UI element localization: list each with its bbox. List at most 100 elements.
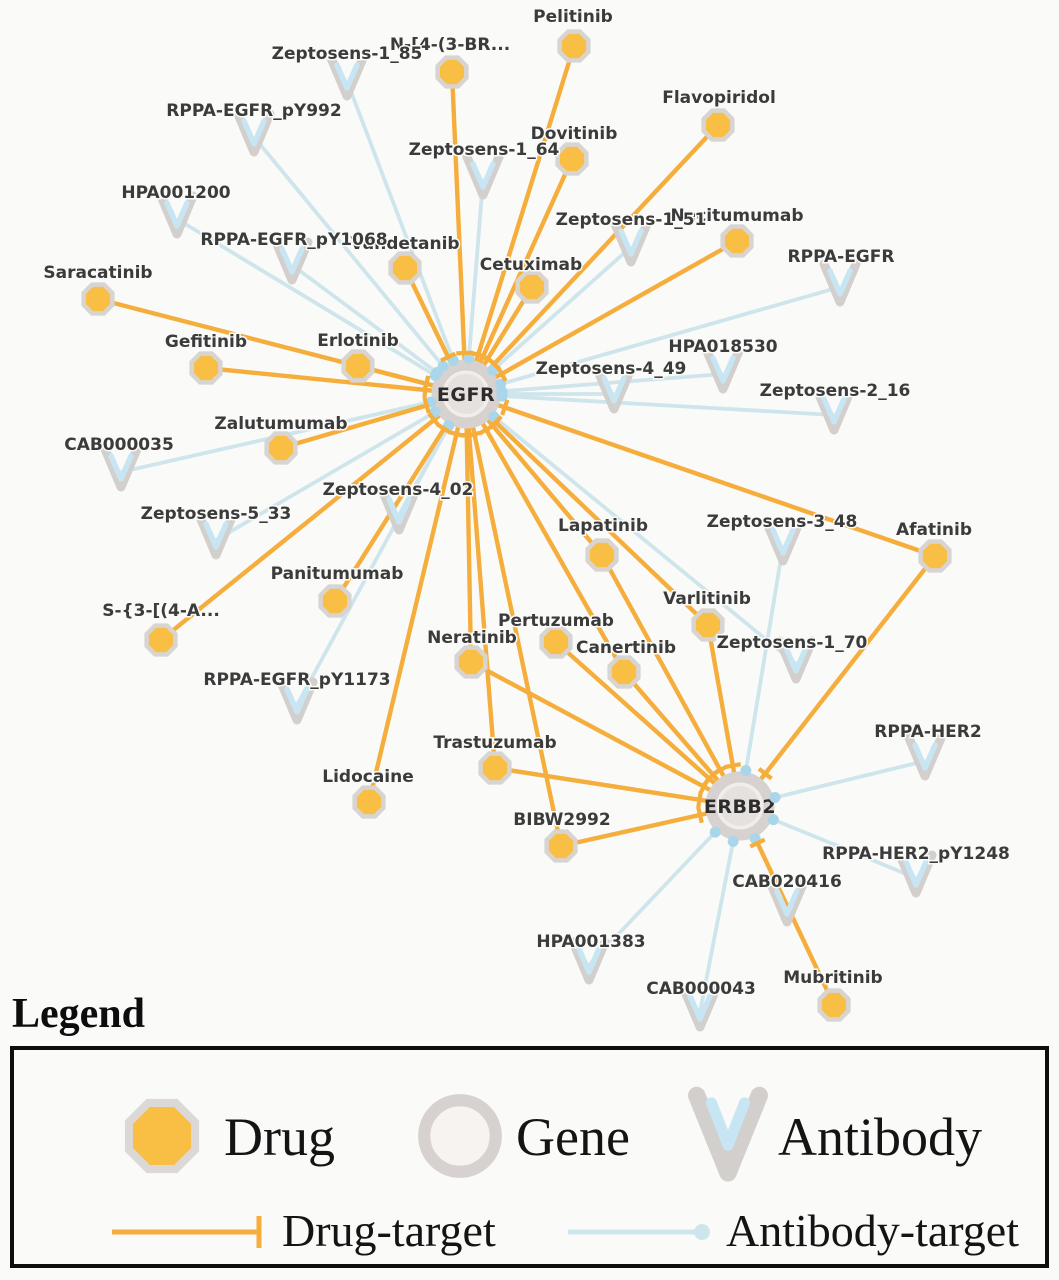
antibody-node[interactable] [702,346,744,394]
antibody-node-icon [687,1086,769,1182]
drug-target-endpoint [696,806,704,824]
gene-core [446,374,486,414]
drug-target-edge [449,71,469,395]
antibody-node[interactable] [462,152,504,200]
antibody-target-edge [738,545,785,807]
antibody-node[interactable] [100,444,142,492]
legend-drug-target-label: Drug-target [282,1205,496,1256]
antibody-chevron-outline [762,518,804,566]
antibody-node[interactable] [233,109,275,157]
antibody-node[interactable] [276,677,318,725]
drug-node[interactable] [341,349,375,383]
antibody-label: RPPA-HER2 [874,722,981,742]
antibody-chevron-outline [195,512,237,560]
antibody-node[interactable] [904,733,946,781]
drug-node[interactable] [544,829,578,863]
antibody-node[interactable] [271,237,313,285]
drug-node[interactable] [454,645,488,679]
drug-label: Canertinib [576,638,676,658]
antibody-target-edge [465,392,835,417]
drug-node[interactable] [318,584,352,618]
antibody-label: Zeptosens-1_64 [409,140,560,160]
drug-label: BIBW2992 [513,810,610,830]
drug-node[interactable] [918,539,952,573]
drug-node[interactable] [189,351,223,385]
drug-node[interactable] [720,224,754,258]
drug-node[interactable] [557,29,591,63]
drug-node[interactable] [539,625,573,659]
drug-label: Panitumumab [271,564,404,584]
drug-node[interactable] [435,55,469,89]
antibody-node[interactable] [895,850,937,898]
legend-title: Legend [12,991,146,1037]
antibody-chevron-outline [813,387,855,435]
antibody-node[interactable] [195,512,237,560]
drug-label: Pelitinib [533,7,613,27]
antibody-chevron-inner [903,859,929,888]
drug-node[interactable] [555,142,589,176]
antibody-label: Zeptosens-1_70 [717,633,868,653]
antibody-label: RPPA-EGFR_pY1173 [203,670,390,690]
antibody-node[interactable] [593,366,635,414]
gene-node-egfr[interactable]: EGFR [431,359,501,429]
antibody-node[interactable] [610,219,652,267]
drug-target-edge-icon [112,1216,262,1248]
antibody-node[interactable] [775,636,817,684]
antibody-chevron-outline [766,879,808,927]
antibody-label: CAB000043 [646,979,756,999]
antibody-target-endpoint [769,791,781,803]
drug-octagon [918,539,952,573]
drug-node[interactable] [515,270,549,304]
antibody-node[interactable] [819,259,861,307]
drug-node[interactable] [607,655,641,689]
drug-node[interactable] [81,282,115,316]
drug-label: Cetuximab [480,255,582,275]
antibody-chevron-inner [386,496,412,525]
antibody-chevron-inner [770,527,796,556]
drug-octagon [478,751,512,785]
antibody-node[interactable] [766,879,808,927]
antibody-chevron-inner [774,888,800,917]
drug-octagon [264,431,298,465]
antibody-target-endpoint [727,835,739,847]
drug-node[interactable] [691,608,725,642]
antibody-node[interactable] [378,487,420,535]
antibody-label: Zeptosens-4_02 [323,480,474,500]
drug-label: Lapatinib [558,516,648,536]
drug-label: S-{3-[(4-A... [102,601,220,621]
antibody-node[interactable] [813,387,855,435]
drug-node-icon [124,1098,200,1174]
drug-label: Dovitinib [531,124,618,144]
legend-drug-label: Drug [224,1107,335,1167]
antibody-node[interactable] [762,518,804,566]
drug-node[interactable] [264,431,298,465]
drug-node[interactable] [352,785,386,819]
antibody-node[interactable] [568,937,610,985]
antibody-node[interactable] [156,191,198,239]
antibody-label: RPPA-EGFR_pY992 [166,101,341,121]
antibody-target-endpoint [709,826,721,838]
gene-node-erbb2[interactable]: ERBB2 [704,771,776,841]
drug-octagon [607,655,641,689]
antibody-target-edge [176,217,467,396]
antibody-chevron-outline [775,636,817,684]
drug-octagon [341,349,375,383]
drug-target-edge [464,239,739,396]
drug-node[interactable] [144,623,178,657]
antibody-chevron-inner [470,161,496,190]
drug-target-edge [469,660,742,808]
drug-node[interactable] [585,538,619,572]
drug-target-endpoint [479,353,496,366]
antibody-node[interactable] [326,53,368,101]
gene-label: EGFR [437,384,495,406]
legend-antibody-target-label: Antibody-target [726,1205,1019,1256]
drug-node[interactable] [701,108,735,142]
drug-octagon [539,625,573,659]
antibody-node[interactable] [679,984,721,1032]
gene-core [720,786,760,826]
drug-node[interactable] [478,751,512,785]
drug-octagon [144,623,178,657]
drug-label: N-[4-(3-BR... [390,35,510,55]
drug-node[interactable] [817,988,851,1022]
drug-node[interactable] [388,251,422,285]
